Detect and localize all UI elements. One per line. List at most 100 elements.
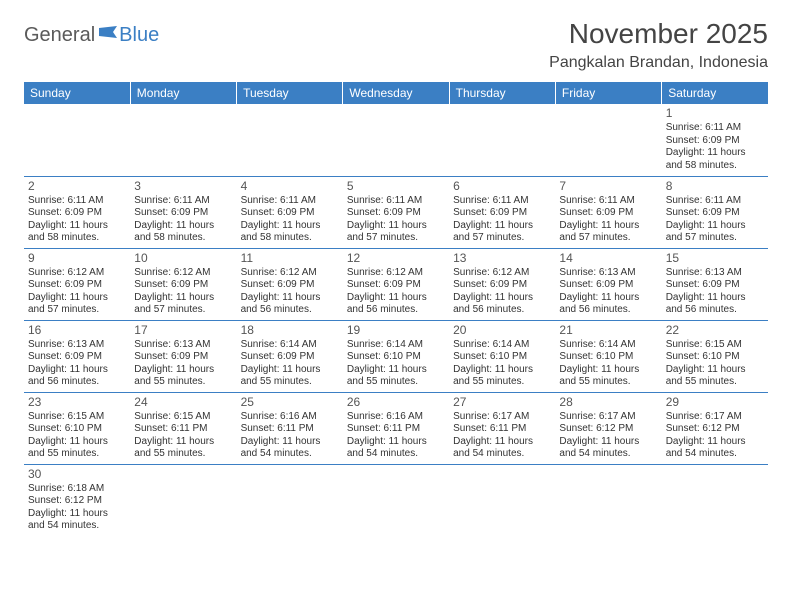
day-detail-line: Sunset: 6:09 PM: [559, 279, 657, 292]
day-detail-line: Daylight: 11 hours: [347, 436, 445, 449]
day-detail-line: and 58 minutes.: [666, 160, 764, 173]
day-detail-line: and 57 minutes.: [347, 232, 445, 245]
day-detail-line: Daylight: 11 hours: [666, 436, 764, 449]
day-number: 3: [134, 179, 232, 194]
calendar-day: 12Sunrise: 6:12 AMSunset: 6:09 PMDayligh…: [343, 248, 449, 320]
calendar-empty: [555, 464, 661, 536]
day-detail-line: Sunset: 6:11 PM: [453, 423, 551, 436]
calendar-empty: [343, 464, 449, 536]
day-number: 13: [453, 251, 551, 266]
day-detail-line: Daylight: 11 hours: [666, 292, 764, 305]
day-detail-line: Sunrise: 6:11 AM: [28, 195, 126, 208]
calendar-day: 18Sunrise: 6:14 AMSunset: 6:09 PMDayligh…: [237, 320, 343, 392]
day-number: 6: [453, 179, 551, 194]
calendar-day: 4Sunrise: 6:11 AMSunset: 6:09 PMDaylight…: [237, 176, 343, 248]
day-detail-line: Sunset: 6:09 PM: [453, 279, 551, 292]
day-detail-line: Daylight: 11 hours: [453, 436, 551, 449]
day-detail-line: Sunrise: 6:12 AM: [347, 267, 445, 280]
calendar-day: 9Sunrise: 6:12 AMSunset: 6:09 PMDaylight…: [24, 248, 130, 320]
day-detail-line: Sunrise: 6:14 AM: [347, 339, 445, 352]
calendar-empty: [24, 104, 130, 176]
day-number: 22: [666, 323, 764, 338]
day-detail-line: Daylight: 11 hours: [134, 292, 232, 305]
day-detail-line: Daylight: 11 hours: [453, 220, 551, 233]
day-detail-line: Sunrise: 6:11 AM: [666, 122, 764, 135]
day-header: Saturday: [662, 82, 768, 104]
day-detail-line: and 57 minutes.: [453, 232, 551, 245]
calendar-day: 25Sunrise: 6:16 AMSunset: 6:11 PMDayligh…: [237, 392, 343, 464]
day-detail-line: Sunset: 6:10 PM: [666, 351, 764, 364]
day-detail-line: Daylight: 11 hours: [347, 292, 445, 305]
day-header-row: SundayMondayTuesdayWednesdayThursdayFrid…: [24, 82, 768, 104]
day-number: 10: [134, 251, 232, 266]
calendar-empty: [449, 104, 555, 176]
day-detail-line: and 55 minutes.: [453, 376, 551, 389]
day-detail-line: Sunrise: 6:14 AM: [241, 339, 339, 352]
month-title: November 2025: [549, 18, 768, 50]
day-detail-line: Sunrise: 6:17 AM: [666, 411, 764, 424]
day-detail-line: Daylight: 11 hours: [241, 220, 339, 233]
calendar-day: 24Sunrise: 6:15 AMSunset: 6:11 PMDayligh…: [130, 392, 236, 464]
day-number: 12: [347, 251, 445, 266]
day-detail-line: Daylight: 11 hours: [559, 220, 657, 233]
day-number: 24: [134, 395, 232, 410]
day-detail-line: Daylight: 11 hours: [28, 508, 126, 521]
calendar-day: 7Sunrise: 6:11 AMSunset: 6:09 PMDaylight…: [555, 176, 661, 248]
calendar-empty: [130, 104, 236, 176]
day-detail-line: Daylight: 11 hours: [134, 436, 232, 449]
day-detail-line: Sunset: 6:12 PM: [28, 495, 126, 508]
day-detail-line: Sunrise: 6:17 AM: [559, 411, 657, 424]
day-detail-line: Sunset: 6:12 PM: [559, 423, 657, 436]
day-detail-line: Sunrise: 6:11 AM: [666, 195, 764, 208]
day-number: 5: [347, 179, 445, 194]
calendar-empty: [555, 104, 661, 176]
day-detail-line: Sunrise: 6:16 AM: [241, 411, 339, 424]
calendar-day: 28Sunrise: 6:17 AMSunset: 6:12 PMDayligh…: [555, 392, 661, 464]
day-detail-line: and 54 minutes.: [666, 448, 764, 461]
calendar-week: 9Sunrise: 6:12 AMSunset: 6:09 PMDaylight…: [24, 248, 768, 320]
day-number: 15: [666, 251, 764, 266]
day-detail-line: Daylight: 11 hours: [241, 436, 339, 449]
calendar-day: 5Sunrise: 6:11 AMSunset: 6:09 PMDaylight…: [343, 176, 449, 248]
day-detail-line: Sunrise: 6:11 AM: [134, 195, 232, 208]
day-detail-line: and 55 minutes.: [559, 376, 657, 389]
title-block: November 2025 Pangkalan Brandan, Indones…: [549, 18, 768, 72]
day-detail-line: and 54 minutes.: [241, 448, 339, 461]
calendar-week: 2Sunrise: 6:11 AMSunset: 6:09 PMDaylight…: [24, 176, 768, 248]
day-detail-line: Sunrise: 6:14 AM: [559, 339, 657, 352]
calendar-week: 16Sunrise: 6:13 AMSunset: 6:09 PMDayligh…: [24, 320, 768, 392]
day-detail-line: Sunrise: 6:11 AM: [559, 195, 657, 208]
day-detail-line: and 55 minutes.: [134, 448, 232, 461]
location-label: Pangkalan Brandan, Indonesia: [549, 54, 768, 72]
calendar-week: 23Sunrise: 6:15 AMSunset: 6:10 PMDayligh…: [24, 392, 768, 464]
day-number: 14: [559, 251, 657, 266]
day-detail-line: Sunset: 6:09 PM: [28, 207, 126, 220]
calendar-day: 13Sunrise: 6:12 AMSunset: 6:09 PMDayligh…: [449, 248, 555, 320]
day-number: 30: [28, 467, 126, 482]
calendar-day: 3Sunrise: 6:11 AMSunset: 6:09 PMDaylight…: [130, 176, 236, 248]
day-number: 17: [134, 323, 232, 338]
calendar-table: SundayMondayTuesdayWednesdayThursdayFrid…: [24, 82, 768, 536]
day-detail-line: Sunset: 6:10 PM: [28, 423, 126, 436]
calendar-day: 27Sunrise: 6:17 AMSunset: 6:11 PMDayligh…: [449, 392, 555, 464]
day-detail-line: Sunset: 6:10 PM: [559, 351, 657, 364]
day-detail-line: Daylight: 11 hours: [134, 220, 232, 233]
day-header: Sunday: [24, 82, 130, 104]
day-detail-line: Daylight: 11 hours: [28, 220, 126, 233]
day-header: Monday: [130, 82, 236, 104]
day-number: 19: [347, 323, 445, 338]
day-detail-line: and 56 minutes.: [453, 304, 551, 317]
day-detail-line: Sunrise: 6:13 AM: [28, 339, 126, 352]
day-detail-line: and 58 minutes.: [28, 232, 126, 245]
day-number: 26: [347, 395, 445, 410]
day-detail-line: Sunset: 6:11 PM: [134, 423, 232, 436]
flag-icon: [99, 26, 117, 40]
header: General Blue November 2025 Pangkalan Bra…: [24, 18, 768, 72]
day-detail-line: Sunrise: 6:12 AM: [134, 267, 232, 280]
calendar-week: 1Sunrise: 6:11 AMSunset: 6:09 PMDaylight…: [24, 104, 768, 176]
day-detail-line: and 55 minutes.: [347, 376, 445, 389]
day-detail-line: Daylight: 11 hours: [559, 292, 657, 305]
day-detail-line: Sunrise: 6:13 AM: [559, 267, 657, 280]
day-detail-line: Sunset: 6:09 PM: [666, 207, 764, 220]
day-detail-line: Sunrise: 6:11 AM: [347, 195, 445, 208]
